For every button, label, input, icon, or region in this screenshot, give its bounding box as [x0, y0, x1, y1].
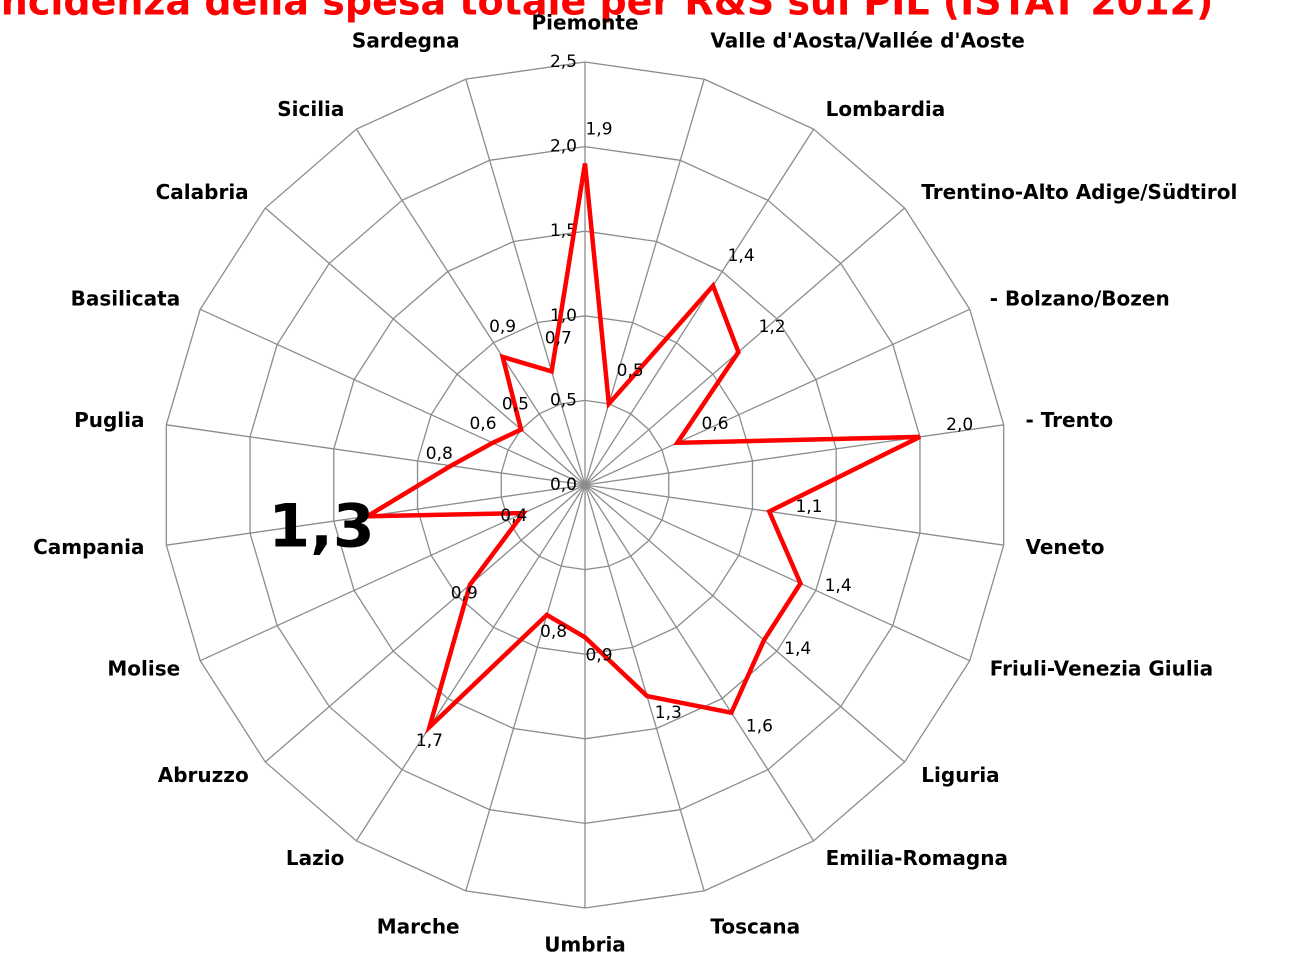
data-label: 0,8 — [426, 444, 453, 464]
category-label: - Trento — [1025, 408, 1113, 432]
axis-spoke — [584, 484, 1004, 546]
category-label: Sicilia — [277, 97, 344, 121]
data-label: 0,5 — [502, 395, 529, 415]
category-label: Calabria — [156, 180, 249, 204]
data-label: 0,9 — [489, 317, 516, 337]
y-tick-label: 2,0 — [550, 137, 577, 157]
axis-spoke — [584, 78, 705, 486]
category-label: Friuli-Venezia Giulia — [990, 656, 1213, 680]
category-label: Veneto — [1025, 535, 1104, 559]
data-label: 1,2 — [759, 317, 786, 337]
y-tick-label: 1,5 — [550, 221, 577, 241]
axis-spoke — [584, 424, 1004, 486]
data-label: 1,7 — [416, 731, 443, 751]
axis-spoke — [264, 484, 586, 763]
axis-spoke — [166, 424, 586, 486]
axis-spoke — [199, 308, 586, 486]
y-tick-label: 2,5 — [550, 52, 577, 72]
axis-spoke — [465, 484, 586, 892]
category-label: Molise — [107, 656, 180, 680]
category-label: Puglia — [74, 408, 144, 432]
category-label: Lombardia — [826, 97, 946, 121]
category-label: Umbria — [544, 933, 626, 957]
data-label: 1,4 — [728, 246, 755, 266]
category-label: Abruzzo — [158, 763, 249, 787]
y-tick-label: 0,0 — [550, 475, 577, 495]
category-label: Trentino-Alto Adige/Südtirol — [921, 180, 1237, 204]
data-label: 0,6 — [469, 414, 496, 434]
category-label: Campania — [33, 535, 144, 559]
data-label: 1,3 — [268, 492, 374, 562]
axis-spoke — [264, 207, 586, 486]
category-label: Marche — [377, 914, 460, 938]
axis-spoke — [584, 207, 906, 486]
data-label: 1,1 — [795, 497, 822, 517]
category-label: Toscana — [710, 914, 800, 938]
category-label: Liguria — [921, 763, 999, 787]
axis-spoke — [584, 308, 971, 486]
data-label: 0,6 — [701, 414, 728, 434]
data-label: 0,8 — [540, 622, 567, 642]
data-label: 1,3 — [655, 703, 682, 723]
category-label: Sardegna — [352, 29, 460, 53]
data-label: 0,7 — [545, 328, 572, 348]
data-label: 1,4 — [825, 576, 852, 596]
data-label: 1,4 — [784, 639, 811, 659]
data-label: 0,5 — [617, 361, 644, 381]
axis-spoke — [584, 484, 815, 842]
data-label: 1,9 — [585, 120, 612, 140]
axis-spoke — [355, 128, 586, 486]
category-label: Lazio — [286, 846, 344, 870]
axis-spoke — [355, 484, 586, 842]
series-line — [358, 163, 921, 735]
category-label: Basilicata — [71, 287, 181, 311]
data-label: 0,9 — [451, 584, 478, 604]
category-label: Emilia-Romagna — [826, 846, 1008, 870]
data-label: 2,0 — [946, 415, 973, 435]
category-label: Valle d'Aosta/Vallée d'Aoste — [710, 29, 1024, 53]
data-label: 0,4 — [500, 506, 527, 526]
category-label: Piemonte — [531, 11, 638, 35]
axis-spoke — [584, 484, 705, 892]
y-tick-label: 1,0 — [550, 306, 577, 326]
axis-spoke — [584, 484, 971, 662]
y-tick-label: 0,5 — [550, 390, 577, 410]
axis-spoke — [465, 78, 586, 486]
data-label: 0,9 — [585, 645, 612, 665]
category-label: - Bolzano/Bozen — [990, 287, 1170, 311]
axis-spoke — [584, 484, 906, 763]
data-label: 1,6 — [746, 717, 773, 737]
axis-spoke — [584, 128, 815, 486]
chart-title: Incidenza della spesa totale per R&S sul… — [0, 0, 1213, 24]
